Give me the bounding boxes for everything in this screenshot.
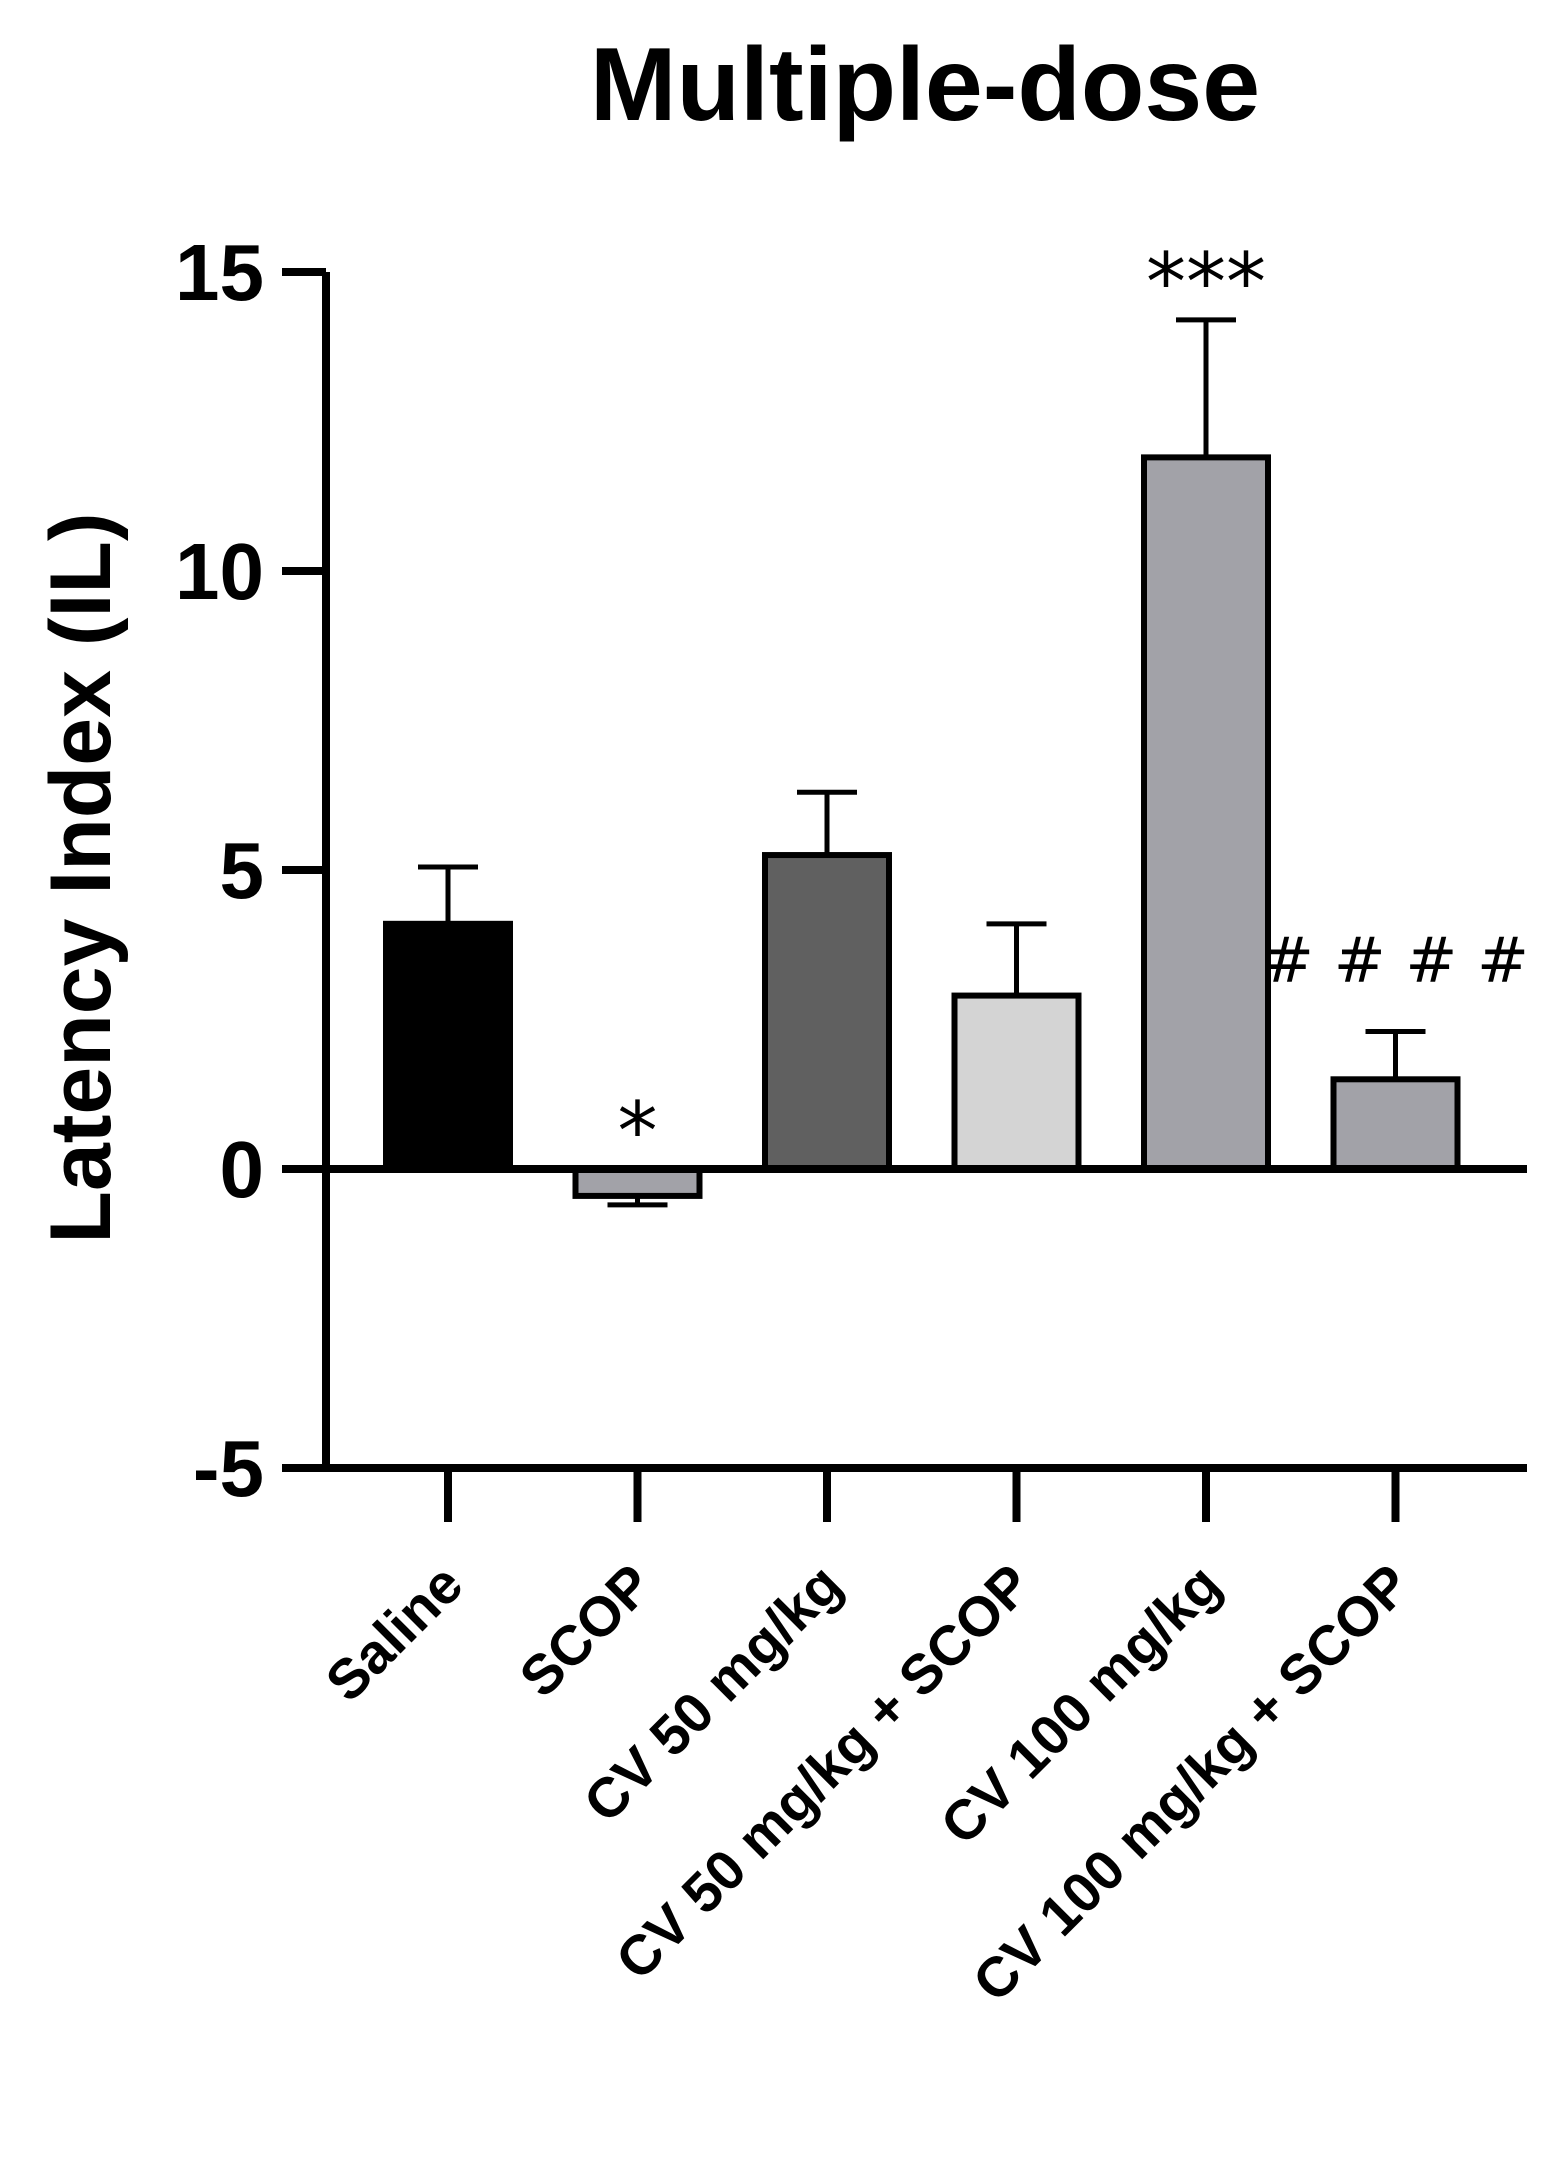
bar — [762, 852, 892, 1172]
y-tick-label: 15 — [175, 228, 264, 317]
bar — [951, 992, 1082, 1173]
significance-annotation: # # # # — [1262, 923, 1529, 996]
y-tick-label: 10 — [175, 527, 264, 616]
y-tick-label: -5 — [193, 1424, 264, 1513]
x-tick-label: Saline — [313, 1552, 474, 1713]
y-tick-label: 0 — [220, 1125, 265, 1214]
y-tick-label: 5 — [220, 826, 265, 915]
x-tick-label: SCOP — [507, 1552, 664, 1709]
significance-annotation: *** — [1146, 236, 1266, 329]
y-axis-label: Latency Index (IL) — [33, 512, 129, 1243]
bar — [383, 920, 513, 1172]
chart-title: Multiple-dose — [590, 27, 1260, 143]
bar — [1330, 1076, 1461, 1173]
significance-annotation: * — [618, 1085, 658, 1178]
bar — [1141, 454, 1271, 1172]
